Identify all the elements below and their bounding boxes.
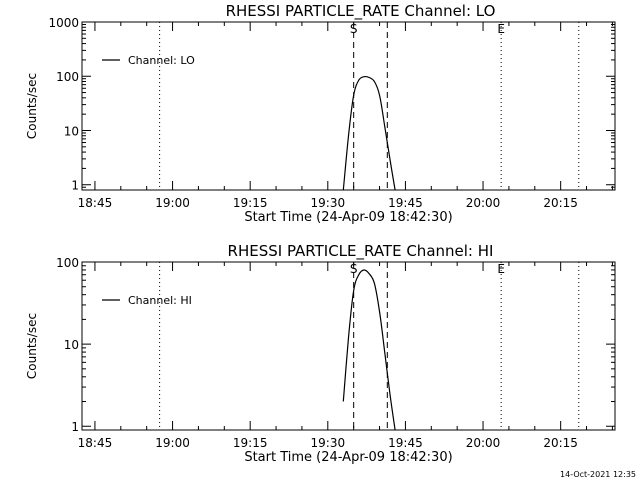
y-tick-label: 10 — [64, 338, 79, 352]
y-tick-label: 1 — [71, 420, 79, 434]
y-tick-label: 100 — [56, 70, 79, 84]
y-axis-label: Counts/sec — [25, 313, 39, 379]
x-tick-label: 19:30 — [311, 196, 346, 210]
chart-panel-1: RHESSI PARTICLE_RATE Channel: HI 18:45 19:… — [25, 242, 616, 465]
y-tick-label: 100 — [56, 256, 79, 270]
series-line-0 — [342, 269, 396, 431]
marker-label: S — [350, 262, 358, 276]
x-tick-label: 20:00 — [466, 196, 501, 210]
render-timestamp: 14-Oct-2021 12:35 — [560, 470, 636, 479]
y-tick-label: 1 — [71, 179, 79, 193]
x-tick-label: 19:15 — [233, 196, 268, 210]
legend-entry: Channel: LO — [128, 54, 195, 67]
x-tick-label: 19:15 — [233, 436, 268, 450]
x-axis-label: Start Time (24-Apr-09 18:42:30) — [244, 450, 452, 465]
x-axis-label: Start Time (24-Apr-09 18:42:30) — [244, 210, 452, 225]
y-axis-label: Counts/sec — [25, 73, 39, 139]
marker-label: E — [497, 22, 505, 36]
plot-frame — [81, 261, 616, 431]
series-line-0 — [342, 75, 396, 191]
x-tick-label: 19:00 — [155, 196, 190, 210]
x-tick-label: 19:45 — [388, 196, 423, 210]
x-tick-label: 19:30 — [311, 436, 346, 450]
chart-title: RHESSI PARTICLE_RATE Channel: HI — [228, 242, 494, 261]
marker-label: E — [497, 262, 505, 276]
x-tick-label: 20:15 — [543, 436, 578, 450]
x-tick-label: 20:15 — [543, 196, 578, 210]
y-tick-label: 10 — [64, 124, 79, 138]
chart-title: RHESSI PARTICLE_RATE Channel: LO — [226, 2, 496, 21]
plot-frame — [81, 21, 616, 191]
legend-entry: Channel: HI — [128, 294, 192, 307]
x-tick-label: 19:45 — [388, 436, 423, 450]
x-tick-label: 20:00 — [466, 436, 501, 450]
y-tick-label: 1000 — [48, 16, 79, 30]
chart-panel-0: RHESSI PARTICLE_RATE Channel: LO 18:45 19:… — [25, 2, 616, 225]
x-tick-label: 19:00 — [155, 436, 190, 450]
x-tick-label: 18:45 — [78, 196, 113, 210]
marker-label: S — [350, 22, 358, 36]
x-tick-label: 18:45 — [78, 436, 113, 450]
